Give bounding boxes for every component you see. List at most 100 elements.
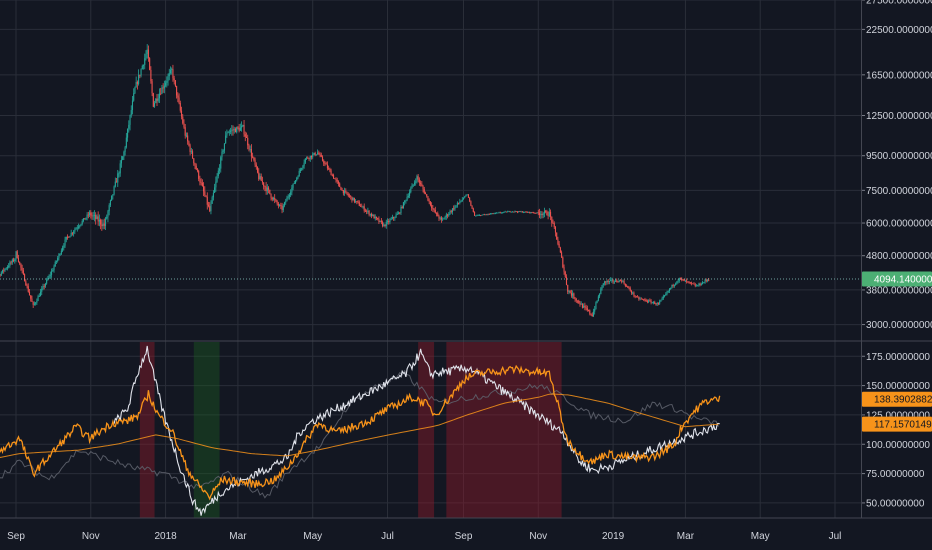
candle [477,214,479,216]
candle [618,279,620,283]
orange-line-badge: 138.39028825 [862,391,932,407]
candle [371,212,373,219]
candle [467,193,469,198]
value-badges: 4094.14000000138.39028825117.19317519117… [862,271,932,432]
candle-body [579,302,581,305]
candle [336,177,338,184]
candle [388,218,390,225]
candle [534,212,536,214]
candle [232,125,234,136]
candle-body [418,179,420,183]
candle [237,126,239,130]
y-tick-label: 22500.00000000 [866,25,932,36]
candle [523,211,525,214]
candle [498,211,500,214]
candle-body [31,298,33,302]
candle [449,209,451,216]
candle-body [420,182,422,184]
x-tick-label: Jul [381,531,394,542]
candle-body [597,296,599,301]
candle [702,280,704,285]
candle [690,281,693,286]
candle-body [66,236,69,238]
candle-body [182,116,184,124]
candle [614,279,617,282]
candle-body [325,163,327,165]
candle [147,45,149,62]
candle [406,193,408,202]
candle-body [158,93,161,99]
candle-body [104,218,107,226]
candle [253,156,255,162]
candle-body [589,310,591,314]
candle [49,271,51,279]
candle [21,264,23,274]
candle-body [193,158,195,164]
candle [567,284,569,295]
candle [264,185,266,192]
candle [15,250,17,263]
candle [150,66,152,84]
candle-body [310,155,313,158]
candle [527,211,530,213]
candle-body [136,82,138,84]
candle [420,180,422,187]
candle-body [416,176,418,182]
candle [353,197,355,204]
candle-body [684,280,686,282]
red-zone [418,342,435,518]
candle-body [285,201,287,203]
candle-body [602,283,604,286]
candle [603,280,606,286]
candle [361,203,363,208]
candle [550,209,552,221]
candle [450,209,452,214]
candle-body [319,154,321,156]
candle-body [694,284,696,287]
candle [451,208,454,215]
candlestick-series[interactable] [0,44,710,319]
candle-body [314,152,316,156]
candle-body [296,177,298,181]
candle-body [244,134,246,137]
candle [487,213,489,216]
candle [575,297,577,303]
candle [36,298,38,305]
candle [502,211,504,214]
candle-body [243,125,245,135]
candle-body [355,201,357,202]
candle [530,212,532,214]
candle [346,191,348,196]
candle [363,203,365,213]
candle-body [336,179,338,182]
candle-body [613,281,615,283]
candle [58,253,60,261]
candle [52,268,54,272]
candle [393,216,395,221]
candle [570,289,572,298]
candle-body [52,270,54,272]
candle [48,274,50,279]
candle-body [69,235,71,238]
candle [275,198,277,203]
candle [694,282,696,288]
candle-body [622,281,624,283]
candle-body [264,186,266,188]
candle [622,279,624,283]
candle [677,279,679,284]
candle [412,184,414,188]
candle [135,76,137,88]
candle-body [688,281,690,283]
candle-body [20,263,22,268]
candle [359,203,362,207]
candle-body [586,308,588,311]
candle [641,298,644,300]
candle-body [144,58,146,65]
candle [142,64,145,70]
candle [428,198,430,205]
candle-body [617,281,619,283]
candle-body [514,211,516,213]
candle-body [24,274,26,282]
candle-body [306,157,308,159]
